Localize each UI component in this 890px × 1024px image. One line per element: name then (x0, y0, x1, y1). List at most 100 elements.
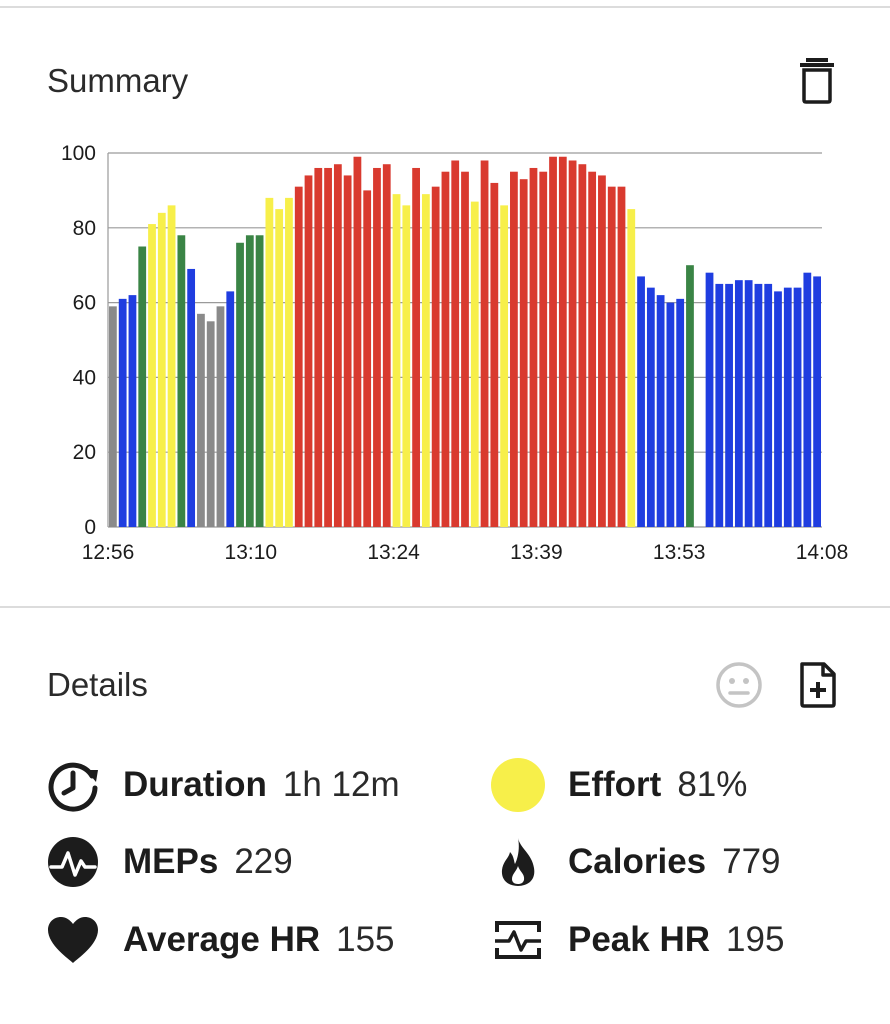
flame-icon (490, 834, 546, 890)
add-file-icon[interactable] (796, 660, 840, 710)
heart-rate-bar (725, 283, 733, 527)
effort-zone-dot-icon (490, 757, 546, 813)
heart-rate-bar (226, 291, 235, 527)
calories-value: 779 (722, 842, 781, 881)
x-tick-label: 13:24 (367, 541, 420, 564)
heart-rate-bar (118, 298, 127, 527)
heart-rate-bar (558, 156, 567, 528)
heart-rate-bar (275, 209, 284, 527)
heart-rate-bar (343, 175, 352, 527)
heart-rate-bar (392, 194, 401, 527)
y-tick-label: 20 (73, 441, 96, 464)
heart-rate-bar (236, 242, 244, 527)
top-divider (0, 6, 890, 8)
heart-rate-bar (588, 171, 597, 527)
heart-rate-bar (637, 276, 645, 527)
heart-rate-bar (617, 186, 626, 527)
heart-rate-bar (490, 182, 499, 528)
section-divider (0, 606, 890, 608)
heart-rate-bar (373, 167, 381, 527)
heart-rate-bar (676, 298, 685, 527)
y-tick-label: 40 (73, 366, 96, 389)
heart-rate-bar (333, 164, 342, 527)
details-title: Details (47, 666, 148, 703)
effort-value: 81% (677, 765, 748, 804)
heart-rate-bar (744, 280, 753, 527)
heart-rate-bar (598, 175, 606, 527)
heart-rate-bar (167, 205, 176, 528)
heart-rate-bar (109, 306, 117, 527)
zone-bar-chart: 0 20 40 60 80 100 12:56 13:10 13:24 13:39 13:53 14:… (61, 142, 849, 564)
heart-rate-bar (686, 265, 694, 527)
heart-rate-bar (549, 156, 557, 528)
heart-rate-bar (255, 235, 264, 527)
heart-rate-bar (627, 209, 636, 527)
heart-rate-bar (646, 287, 655, 527)
heart-rate-bar (568, 160, 577, 528)
heart-rate-bar (461, 171, 469, 527)
heart-rate-bar (177, 235, 186, 527)
duration-label: Duration (123, 765, 267, 804)
heart-rate-bar (304, 175, 313, 527)
meps-label: MEPs (123, 842, 219, 881)
heart-rate-bar (529, 167, 538, 527)
heart-rate-bar (813, 276, 821, 527)
heart-rate-bar (187, 268, 196, 527)
average-hr-label: Average HR (123, 920, 321, 959)
heart-rate-bar (480, 160, 489, 528)
meps-value: 229 (234, 842, 293, 881)
heart-rate-bar (793, 287, 802, 527)
heart-rate-bar (245, 235, 254, 527)
heart-rate-bar (402, 205, 411, 528)
peak-hr-value: 195 (726, 920, 785, 959)
heart-rate-bar (157, 212, 166, 527)
heart-rate-bar (774, 291, 782, 527)
y-tick-label: 100 (61, 142, 96, 165)
calories-label: Calories (568, 842, 707, 881)
peak-hr-label: Peak HR (568, 920, 711, 959)
average-hr-stat: Average HR 155 (45, 912, 395, 968)
heart-rate-bar (500, 205, 509, 528)
effort-stat: Effort 81% (490, 757, 747, 813)
calories-stat: Calories 779 (490, 834, 781, 890)
heart-rate-bar (666, 302, 675, 527)
neutral-face-icon[interactable] (714, 660, 764, 710)
heart-rate-bar (206, 321, 215, 527)
heart-rate-bar (451, 160, 460, 528)
y-tick-label: 80 (73, 217, 96, 240)
heart-rate-bar (754, 283, 763, 527)
trash-icon[interactable] (797, 58, 837, 104)
heart-rate-bar (519, 179, 528, 527)
heart-rate-bar (363, 190, 372, 527)
heart-rate-bar (294, 186, 303, 527)
x-tick-label: 13:10 (225, 541, 278, 564)
heart-rate-bar (705, 272, 714, 527)
heart-rate-bar (324, 167, 332, 527)
meps-stat: MEPs 229 (45, 834, 293, 890)
heartbeat-circle-icon (45, 834, 101, 890)
heart-rate-bar (539, 171, 548, 527)
heart-rate-bar (285, 197, 293, 527)
duration-stat: Duration 1h 12m (45, 757, 400, 813)
peak-hr-stat: Peak HR 195 (490, 912, 784, 968)
y-tick-label: 0 (84, 516, 96, 539)
summary-title: Summary (47, 62, 189, 99)
heart-rate-bar (764, 283, 773, 527)
duration-value: 1h 12m (282, 765, 400, 804)
effort-label: Effort (568, 765, 662, 804)
heart-rate-bar (138, 246, 147, 527)
heart-rate-bar (412, 167, 420, 527)
heart-icon (45, 912, 101, 968)
clock-refresh-icon (45, 757, 101, 813)
heart-rate-bar (656, 295, 665, 527)
x-tick-label: 14:08 (796, 541, 849, 564)
x-tick-label: 12:56 (82, 541, 135, 564)
heart-rate-bar (382, 164, 391, 527)
heart-rate-bar (510, 171, 518, 527)
y-tick-label: 60 (73, 292, 96, 315)
average-hr-value: 155 (336, 920, 395, 959)
x-tick-label: 13:39 (510, 541, 563, 564)
heart-rate-bar (441, 171, 450, 527)
heart-rate-bar (431, 186, 440, 527)
heart-rate-bar (197, 313, 205, 527)
